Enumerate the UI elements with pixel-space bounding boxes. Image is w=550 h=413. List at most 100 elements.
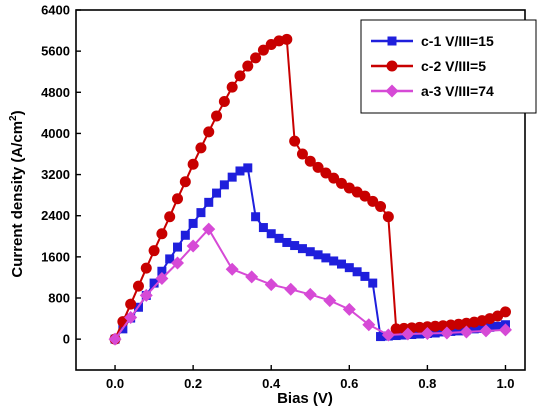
data-point — [187, 158, 199, 170]
data-point — [312, 161, 324, 173]
x-tick-label: 1.0 — [496, 376, 514, 391]
data-point — [164, 211, 176, 223]
legend: c-1 V/III=15 c-2 V/III=5 a-3 V/III=74 — [360, 19, 537, 114]
data-point — [132, 280, 144, 292]
data-point — [243, 163, 253, 173]
series-0 — [110, 163, 510, 344]
data-point — [440, 326, 454, 340]
x-axis-title: Bias (V) — [277, 390, 333, 407]
data-point — [196, 208, 206, 218]
x-tick-label: 0.0 — [106, 376, 124, 391]
y-tick-label: 4000 — [41, 126, 70, 141]
data-point — [479, 324, 493, 338]
data-point — [188, 218, 198, 228]
y-tick-label: 3200 — [41, 167, 70, 182]
legend-entry: a-3 V/III=74 — [371, 83, 494, 99]
legend-entry: c-2 V/III=5 — [371, 58, 486, 74]
data-point — [235, 166, 245, 176]
data-point — [376, 332, 386, 342]
data-point — [202, 222, 216, 236]
data-point — [139, 288, 153, 302]
data-point — [149, 278, 159, 288]
data-point — [359, 190, 371, 202]
data-point — [375, 200, 387, 212]
data-point — [212, 188, 222, 198]
legend-label: c-2 V/III=5 — [421, 58, 486, 74]
legend-label: c-1 V/III=15 — [421, 33, 494, 49]
data-point — [257, 44, 269, 56]
data-point — [226, 81, 238, 93]
data-point — [250, 52, 262, 64]
x-tick-label: 0.8 — [418, 376, 436, 391]
data-point — [180, 230, 190, 240]
legend-entry: c-1 V/III=15 — [371, 33, 494, 49]
data-point — [367, 195, 379, 207]
series-layer — [108, 33, 512, 346]
data-point — [414, 321, 426, 333]
data-point — [173, 242, 183, 252]
data-point — [329, 256, 339, 266]
x-axis-ticks: 0.0 0.2 0.4 0.6 0.8 1.0 — [106, 365, 515, 391]
series-line — [114, 227, 506, 340]
data-point — [297, 244, 307, 254]
data-point — [493, 321, 503, 331]
data-point — [420, 326, 434, 340]
data-point — [321, 253, 331, 263]
data-point — [499, 306, 511, 318]
legend-marker — [386, 60, 398, 72]
data-point — [469, 324, 479, 334]
data-point — [179, 176, 191, 188]
data-point — [258, 223, 268, 233]
data-point — [336, 259, 346, 269]
data-point — [401, 327, 415, 341]
data-point — [368, 278, 378, 288]
data-point — [204, 197, 214, 207]
data-point — [227, 172, 237, 182]
data-point — [156, 228, 168, 240]
data-point — [498, 323, 512, 337]
data-point — [266, 229, 276, 239]
y-axis-title-main: Current density (A/cm — [9, 121, 26, 278]
data-point — [323, 294, 337, 308]
data-point — [140, 262, 152, 274]
data-point — [381, 328, 395, 342]
data-point — [282, 237, 292, 247]
y-tick-label: 2400 — [41, 208, 70, 223]
y-tick-label: 6400 — [41, 3, 70, 18]
x-tick-label: 0.4 — [262, 376, 281, 391]
data-point — [360, 271, 370, 281]
data-point — [219, 180, 229, 190]
y-axis-title-close: ) — [9, 110, 26, 115]
data-point — [296, 148, 308, 160]
y-tick-label: 1600 — [41, 249, 70, 264]
data-point — [303, 287, 317, 301]
data-point — [172, 193, 184, 205]
y-tick-label: 0 — [63, 332, 70, 347]
data-point — [124, 311, 138, 325]
data-point — [362, 318, 376, 332]
data-point — [344, 263, 354, 273]
plot-area-frame — [75, 9, 526, 371]
data-point — [171, 256, 185, 270]
y-axis-title: Current density (A/cm2) — [8, 110, 26, 277]
data-point — [352, 267, 362, 277]
x-tick-label: 0.2 — [184, 376, 202, 391]
data-point — [242, 60, 254, 72]
data-point — [155, 271, 169, 285]
data-point — [284, 282, 298, 296]
series-1 — [109, 33, 511, 345]
data-point — [429, 320, 441, 332]
data-point — [289, 135, 301, 147]
data-point — [125, 298, 137, 310]
data-point — [245, 270, 259, 284]
data-point — [251, 212, 261, 222]
data-point — [305, 247, 315, 257]
data-point — [421, 321, 433, 333]
x-tick-label: 0.6 — [340, 376, 358, 391]
data-point — [186, 239, 200, 253]
data-point — [165, 254, 175, 264]
legend-entries: c-1 V/III=15 c-2 V/III=5 a-3 V/III=74 — [371, 33, 494, 99]
data-point — [203, 126, 215, 138]
data-point — [313, 250, 323, 260]
